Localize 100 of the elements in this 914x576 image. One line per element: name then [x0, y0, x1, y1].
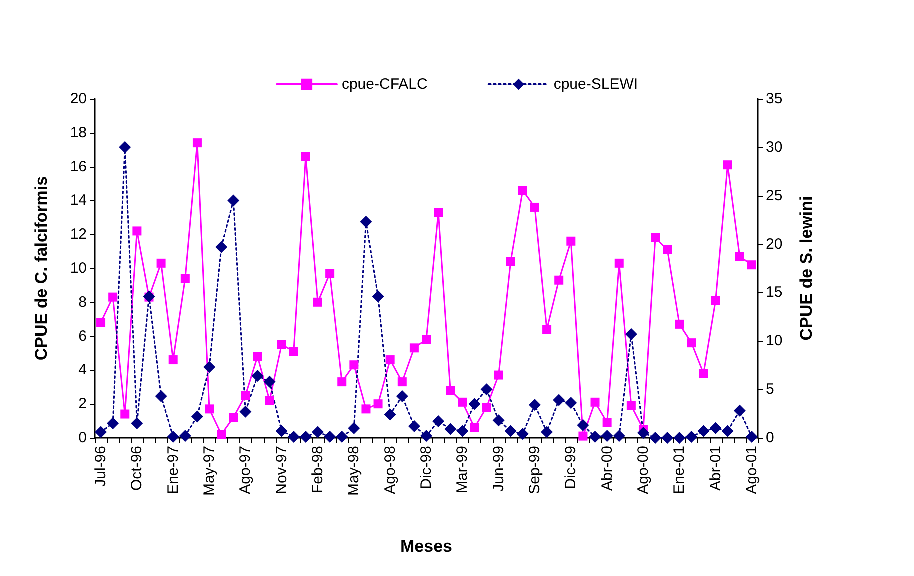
point	[444, 423, 457, 436]
point	[410, 344, 419, 353]
point	[458, 398, 468, 407]
point	[179, 430, 192, 442]
y-tick-label: 0	[78, 430, 87, 446]
point	[492, 414, 505, 427]
y-tick-label: 12	[70, 226, 87, 244]
y2-tick-label: 30	[766, 138, 783, 156]
point	[651, 233, 660, 242]
y-tick-label: 4	[78, 362, 87, 379]
point	[300, 431, 312, 444]
point	[577, 419, 590, 432]
y2-tick-label: 25	[766, 187, 783, 204]
point	[663, 245, 672, 254]
y-tick-label: 14	[70, 192, 87, 210]
y-tick-label: 10	[70, 260, 87, 277]
point	[687, 338, 696, 348]
point	[108, 292, 118, 302]
x-tick-label: Ene-97	[164, 446, 182, 494]
point	[446, 386, 456, 396]
point	[626, 401, 636, 410]
point	[240, 406, 252, 418]
y-tick-label: 8	[78, 294, 87, 311]
point	[253, 352, 262, 362]
point	[614, 258, 624, 268]
point	[528, 399, 541, 412]
y2-axis-title: CPUE de S. lewini	[797, 196, 816, 341]
point	[565, 397, 578, 410]
x-tick-label: Oct-96	[128, 446, 146, 492]
point	[735, 252, 744, 262]
point	[422, 335, 431, 344]
point	[675, 320, 684, 329]
y2-tick-label: 35	[766, 90, 783, 108]
point	[711, 296, 720, 306]
point	[674, 432, 686, 444]
point	[613, 430, 626, 442]
x-tick-label: Abr-00	[598, 446, 616, 492]
point	[710, 422, 722, 434]
point	[180, 274, 190, 284]
point	[553, 394, 566, 406]
point	[396, 390, 408, 402]
y2-tick-label: 15	[766, 284, 783, 302]
x-tick-label: Feb-98	[310, 446, 327, 494]
y2-tick-label: 5	[766, 381, 774, 398]
x-tick-label: Jun-99	[490, 446, 508, 492]
y2-tick-label: 0	[766, 430, 774, 446]
point	[264, 376, 276, 388]
point	[504, 425, 517, 438]
point	[637, 427, 650, 440]
point	[722, 425, 734, 438]
point	[541, 426, 554, 438]
point	[192, 138, 202, 148]
y-tick-label: 2	[78, 396, 87, 413]
point	[566, 236, 576, 246]
point	[386, 356, 395, 365]
point	[156, 258, 166, 268]
point	[120, 410, 130, 419]
point	[217, 430, 226, 440]
point	[746, 431, 758, 444]
point	[276, 425, 288, 438]
point	[578, 432, 588, 441]
legend-label: cpue-SLEWI	[554, 76, 638, 93]
point	[650, 432, 662, 444]
x-tick-label: Ago-00	[634, 446, 652, 494]
x-tick-label: Ene-01	[671, 446, 688, 494]
point	[338, 378, 347, 387]
point	[372, 290, 384, 303]
point	[601, 430, 614, 442]
point	[191, 410, 204, 423]
y2-tick-label: 20	[766, 236, 783, 253]
point	[348, 422, 360, 434]
point	[734, 404, 746, 417]
point	[119, 141, 132, 154]
point	[480, 384, 493, 396]
x-tick-label: Abr-01	[707, 446, 724, 492]
point	[155, 390, 168, 402]
point	[470, 423, 480, 432]
x-tick-label: Dic-99	[562, 446, 580, 490]
legend-label: cpue-CFALC	[342, 76, 428, 93]
point	[662, 432, 674, 444]
point	[107, 417, 120, 430]
point	[420, 430, 432, 442]
point	[228, 194, 240, 207]
point	[216, 241, 228, 254]
point	[494, 370, 504, 380]
x-tick-label: May-97	[201, 446, 218, 496]
point	[204, 361, 216, 374]
point	[384, 408, 396, 421]
point	[168, 356, 178, 365]
point	[277, 340, 286, 350]
point	[288, 431, 300, 444]
point	[518, 186, 528, 196]
point	[589, 431, 602, 444]
point	[95, 426, 108, 438]
y-tick-label: 20	[70, 90, 87, 108]
point	[265, 396, 274, 406]
point	[554, 276, 564, 285]
point	[314, 298, 323, 307]
point	[336, 431, 348, 444]
point	[699, 369, 708, 378]
